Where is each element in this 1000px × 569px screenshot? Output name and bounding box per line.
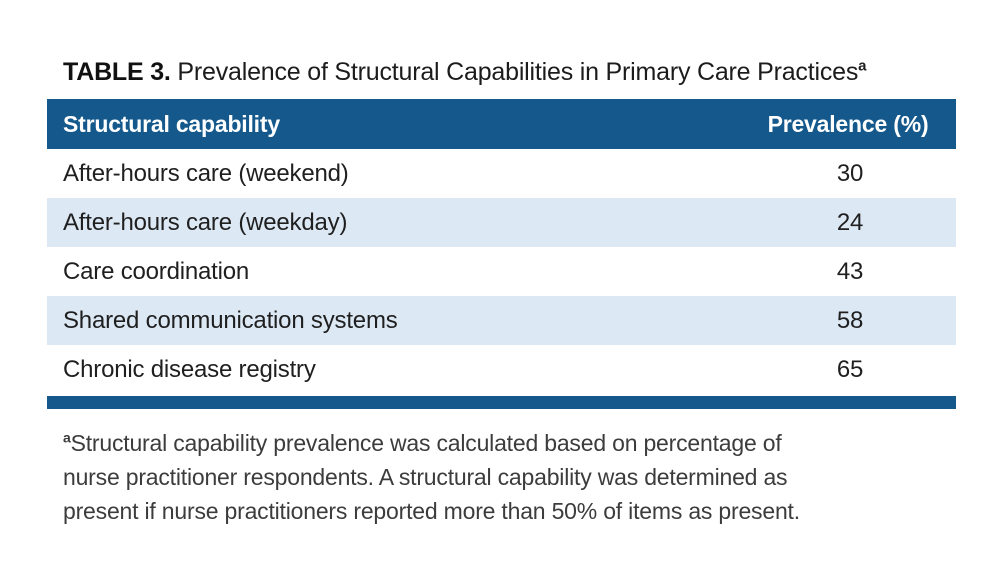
prevalence-table: Structural capability Prevalence (%) Aft… [47, 99, 956, 409]
prevalence-cell: 30 [836, 159, 864, 187]
footnote-line: present if nurse practitioners reported … [63, 494, 943, 528]
prevalence-cell: 24 [836, 208, 864, 236]
table-number-label: TABLE 3. [63, 58, 171, 86]
footnote-line: aStructural capability prevalence was ca… [63, 426, 943, 460]
table-footnote: aStructural capability prevalence was ca… [63, 426, 943, 528]
title-footnote-marker: a [858, 57, 867, 75]
table-row: After-hours care (weekday) 24 [47, 198, 956, 247]
table-row: Care coordination 43 [47, 247, 956, 296]
table-row: Shared communication systems 58 [47, 296, 956, 345]
column-header-capability: Structural capability [63, 110, 280, 137]
capability-cell: After-hours care (weekday) [63, 208, 348, 236]
table-row: After-hours care (weekend) 30 [47, 149, 956, 198]
prevalence-cell: 58 [836, 306, 864, 334]
table-title-text: Prevalence of Structural Capabilities in… [170, 58, 859, 86]
column-header-prevalence: Prevalence (%) [767, 110, 929, 137]
table-header-row: Structural capability Prevalence (%) [47, 99, 956, 149]
prevalence-cell: 43 [836, 257, 864, 285]
footnote-line-text: nurse practitioner respondents. A struct… [63, 464, 788, 490]
table-bottom-rule [47, 396, 956, 409]
footnote-marker: a [63, 429, 71, 446]
table-title: TABLE 3. Prevalence of Structural Capabi… [63, 57, 867, 87]
capability-cell: Care coordination [63, 257, 250, 285]
capability-cell: Chronic disease registry [63, 355, 316, 383]
footnote-line-text: Structural capability prevalence was cal… [70, 430, 782, 456]
footnote-line: nurse practitioner respondents. A struct… [63, 460, 943, 494]
capability-cell: After-hours care (weekend) [63, 159, 349, 187]
prevalence-cell: 65 [836, 355, 864, 383]
table-row: Chronic disease registry 65 [47, 345, 956, 394]
footnote-line-text: present if nurse practitioners reported … [63, 498, 800, 524]
capability-cell: Shared communication systems [63, 306, 398, 334]
